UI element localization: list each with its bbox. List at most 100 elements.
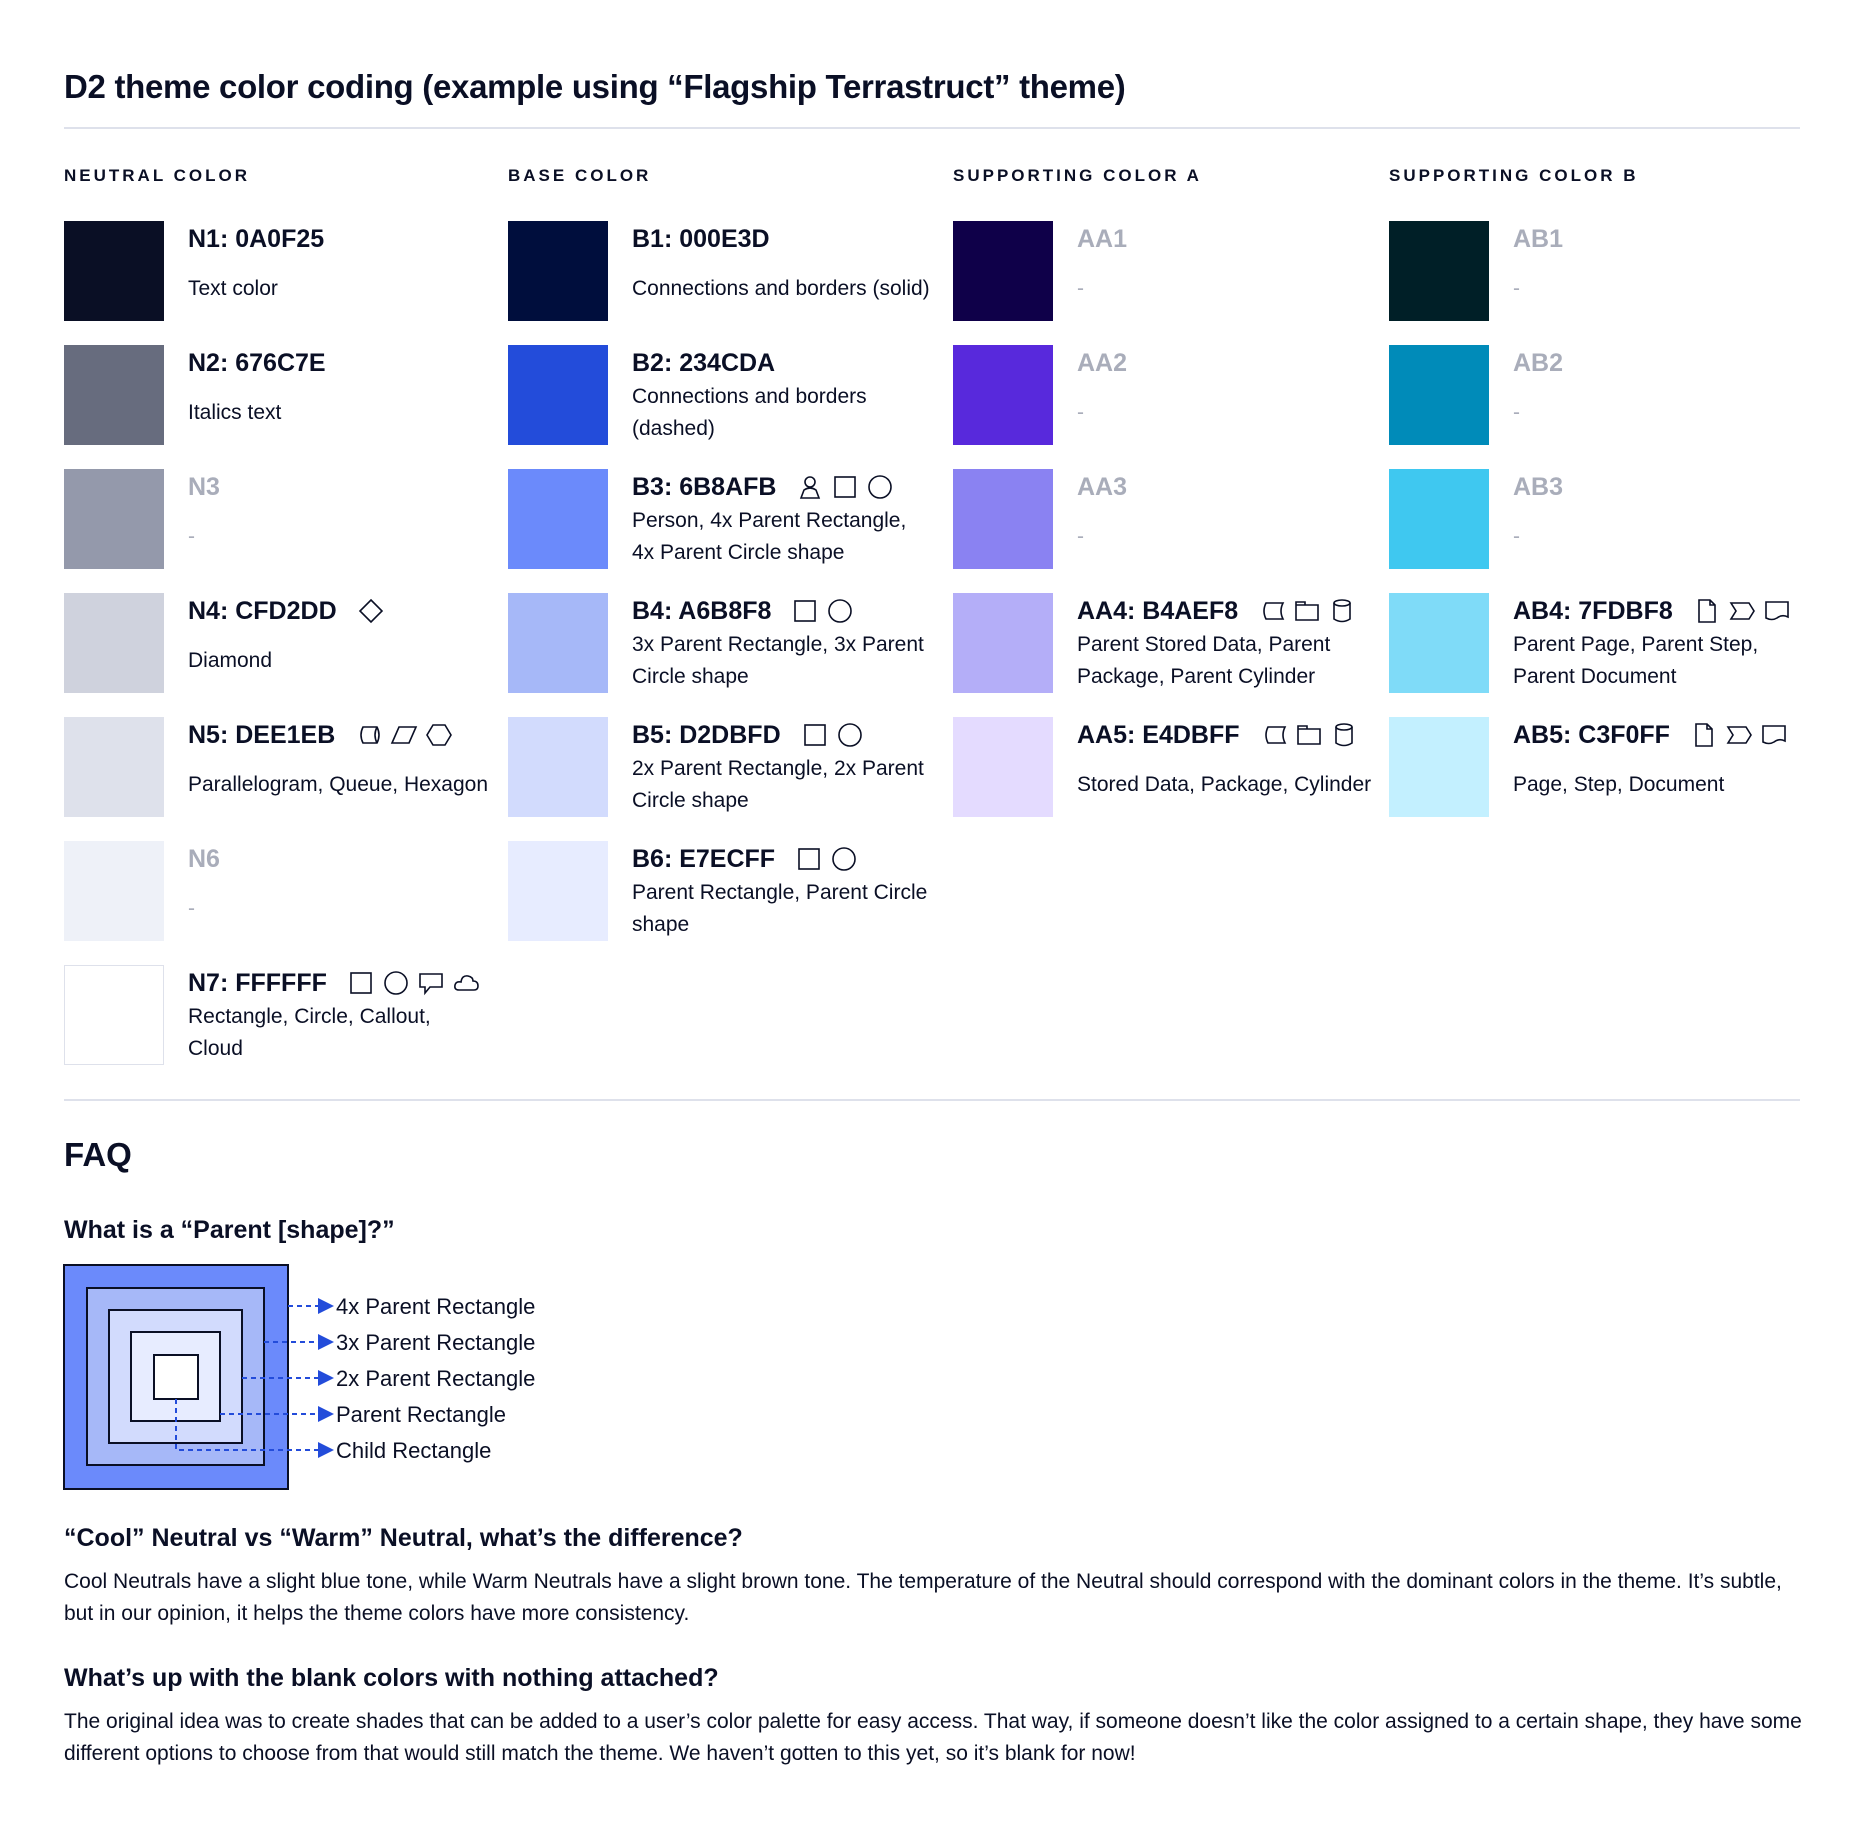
queue-icon — [360, 726, 381, 744]
color-code: AA3 — [1077, 473, 1128, 501]
color-usage: - — [1513, 505, 1813, 569]
color-usage-text: Diamond — [188, 649, 273, 672]
color-swatch — [508, 469, 608, 569]
color-usage-text: 3x Parent Rectangle, 3x Parent Circle sh… — [632, 633, 924, 688]
color-item: B1: 000E3D Connections and borders (solid… — [508, 221, 930, 321]
color-usage-text: - — [188, 897, 195, 920]
color-code: N6 — [188, 845, 220, 873]
faq-question: What’s up with the blank colors with not… — [64, 1664, 719, 1692]
color-code: AB2 — [1513, 349, 1564, 377]
color-usage-text: Rectangle, Circle, Callout, Cloud — [188, 1005, 431, 1060]
color-usage: Person, 4x Parent Rectangle, 4x Parent C… — [632, 505, 932, 569]
color-swatch — [64, 593, 164, 693]
rectangle-icon — [834, 476, 857, 498]
color-label: N2: 676C7E — [188, 345, 326, 381]
color-swatch — [953, 345, 1053, 445]
color-usage-text: Parent Stored Data, Parent Package, Pare… — [1077, 633, 1331, 688]
color-usage-text: Parent Page, Parent Step, Parent Documen… — [1513, 633, 1759, 688]
color-label: AB2 — [1513, 345, 1563, 381]
color-item: B2: 234CDA Connections and borders (dashe… — [508, 345, 928, 445]
color-label: AB3 — [1513, 469, 1563, 505]
color-usage-text: Connections and borders (dashed) — [632, 385, 867, 440]
color-item: AA4: B4AEF8 Parent Stored Data, Parent Pa… — [953, 593, 1373, 693]
cylinder-icon — [1334, 723, 1353, 747]
color-swatch — [1389, 221, 1489, 321]
color-usage-text: Parent Rectangle, Parent Circle shape — [632, 881, 928, 936]
color-item: AB1 - — [1389, 221, 1809, 321]
color-swatch — [508, 345, 608, 445]
color-usage: Connections and borders (dashed) — [632, 381, 932, 445]
color-code: AA2 — [1077, 349, 1128, 377]
person-icon — [800, 476, 821, 499]
color-item: N7: FFFFFF Rectangle, Circle, Callout, Cl… — [64, 965, 484, 1065]
color-item: N3 - — [64, 469, 484, 569]
color-code: B3: 6B8AFB — [632, 473, 777, 501]
color-usage-text: Person, 4x Parent Rectangle, 4x Parent C… — [632, 509, 907, 564]
color-code: AA5: E4DBFF — [1077, 721, 1240, 749]
color-code: B1: 000E3D — [632, 225, 770, 253]
color-code: N2: 676C7E — [188, 349, 326, 377]
color-swatch — [64, 469, 164, 569]
diagram-label: 4x Parent Rectangle — [336, 1294, 536, 1319]
color-label: N6 — [188, 841, 220, 877]
color-usage: - — [188, 505, 488, 569]
diamond-icon — [358, 598, 383, 624]
color-swatch — [64, 717, 164, 817]
color-item: B4: A6B8F8 3x Parent Rectangle, 3x Parent… — [508, 593, 928, 693]
shape-icons — [796, 473, 894, 501]
color-label: AA1 — [1077, 221, 1127, 257]
faq-heading: FAQ — [64, 1136, 132, 1173]
color-label: AA4: B4AEF8 — [1077, 593, 1356, 629]
document-icon — [1762, 725, 1786, 745]
shape-icons — [795, 845, 858, 873]
rect-child — [153, 1354, 199, 1400]
divider — [64, 127, 1800, 129]
color-item: N6 - — [64, 841, 484, 941]
faq-answer: The original idea was to create shades t… — [64, 1710, 1802, 1765]
color-item: N4: CFD2DD Diamond — [64, 593, 484, 693]
color-usage: 3x Parent Rectangle, 3x Parent Circle sh… — [632, 629, 932, 693]
color-usage-text: - — [1513, 277, 1520, 300]
color-code: B5: D2DBFD — [632, 721, 781, 749]
color-swatch — [1389, 345, 1489, 445]
color-usage-text: - — [1513, 401, 1520, 424]
color-item: AB3 - — [1389, 469, 1809, 569]
shape-icons — [1260, 721, 1358, 749]
color-usage-text: - — [1077, 401, 1084, 424]
page-icon — [1695, 723, 1713, 747]
color-usage: - — [1513, 381, 1813, 445]
faq-question: What is a “Parent [shape]?” — [64, 1216, 395, 1244]
color-usage: Parent Rectangle, Parent Circle shape — [632, 877, 932, 941]
color-label: AA2 — [1077, 345, 1127, 381]
color-label: B1: 000E3D — [632, 221, 770, 257]
circle-icon — [868, 475, 893, 499]
color-item: B3: 6B8AFB Person, 4x Parent Rectangle, 4… — [508, 469, 928, 569]
shape-icons — [1693, 597, 1791, 625]
diagram-label: Parent Rectangle — [336, 1402, 506, 1427]
parent-shape-diagram — [63, 1264, 334, 1490]
color-code: B2: 234CDA — [632, 349, 776, 377]
stored-data-icon — [1263, 602, 1285, 620]
color-label: N5: DEE1EB — [188, 717, 453, 753]
color-usage: Connections and borders (solid) — [632, 257, 932, 321]
color-swatch — [64, 221, 164, 321]
shape-icons — [357, 597, 385, 625]
circle-icon — [832, 847, 856, 871]
rectangle-icon — [794, 600, 817, 622]
color-item: N1: 0A0F25 Text color — [64, 221, 484, 321]
color-usage-text: Connections and borders (solid) — [632, 277, 930, 300]
color-code: N1: 0A0F25 — [188, 225, 325, 253]
cloud-icon — [453, 975, 479, 991]
color-label: AA3 — [1077, 469, 1127, 505]
shape-icons — [1690, 721, 1788, 749]
cylinder-icon — [1333, 599, 1351, 623]
shape-icons — [791, 597, 854, 625]
color-code: AB4: 7FDBF8 — [1513, 597, 1673, 625]
shape-icons — [347, 969, 480, 997]
color-usage: Parent Stored Data, Parent Package, Pare… — [1077, 629, 1377, 693]
color-usage: - — [1077, 257, 1377, 321]
parallelogram-icon — [391, 726, 418, 744]
diagram-label: 3x Parent Rectangle — [336, 1330, 536, 1355]
arrow — [175, 1399, 334, 1458]
color-swatch — [953, 717, 1053, 817]
